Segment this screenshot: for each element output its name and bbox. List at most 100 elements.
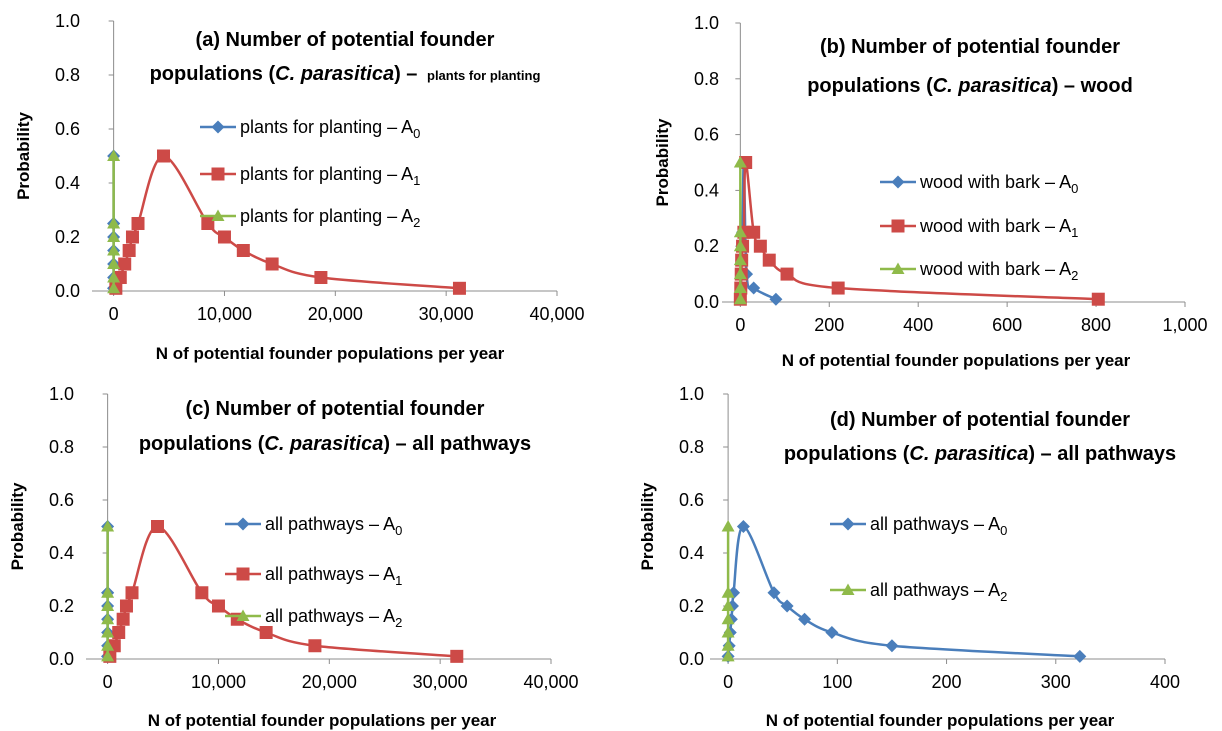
- series-line: [108, 525, 457, 658]
- data-point: [107, 257, 121, 269]
- chart-title-line-2: populations (C. parasitica) – all pathwa…: [139, 433, 531, 455]
- legend-name: all pathways – A: [265, 606, 395, 626]
- data-point: [107, 217, 121, 229]
- x-axis-label: N of potential founder populations per y…: [766, 711, 1115, 730]
- title-species: C. parasitica: [933, 75, 1052, 97]
- panel-d: 0.0 0.2 0.4 0.6 0.8 1.0 0 100 200 300 400 N of pote…: [638, 384, 1180, 730]
- data-point: [733, 267, 747, 280]
- data-point: [101, 639, 115, 651]
- data-point: [721, 520, 735, 532]
- legend-name: all pathways – A: [265, 514, 395, 534]
- legend-entry: all pathways – A0: [830, 514, 1007, 538]
- data-point: [157, 149, 171, 163]
- data-point: [101, 612, 115, 625]
- x-axis-label: N of potential founder populations per y…: [148, 711, 497, 730]
- series-2: [101, 520, 115, 662]
- legend-name: all pathways – A: [870, 580, 1000, 600]
- legend-label: plants for planting – A0: [240, 117, 420, 141]
- legend-entry: wood with bark – A0: [880, 172, 1078, 196]
- data-point: [721, 599, 735, 611]
- legend-label: all pathways – A2: [870, 580, 1007, 604]
- x-tick-label: 30,000: [419, 304, 474, 324]
- title-species: C. parasitica: [275, 63, 394, 85]
- data-point: [780, 267, 794, 281]
- data-point: [733, 239, 747, 252]
- data-point: [107, 244, 121, 256]
- x-tick-label: 20,000: [308, 304, 363, 324]
- panel-b: 0.0 0.2 0.4 0.6 0.8 1.0 0 200 400 600 800 1,000 N of…: [653, 13, 1208, 370]
- title-text: ) –: [394, 63, 423, 85]
- data-point: [107, 149, 121, 161]
- title-text: ) – all pathways: [383, 433, 531, 455]
- panel-c: 0.0 0.2 0.4 0.6 0.8 1.0 0 10,000 20,000 30,000 40,…: [8, 384, 579, 730]
- legend-marker: [891, 219, 905, 233]
- data-point: [118, 257, 132, 271]
- y-axis-label: Probability: [8, 482, 27, 570]
- y-tick-label: 0.4: [679, 543, 704, 563]
- legend-marker: [891, 262, 905, 274]
- y-tick-label: 0.6: [679, 490, 704, 510]
- data-point: [825, 626, 839, 639]
- y-tick-label: 0.8: [679, 437, 704, 457]
- legend-subscript: 1: [1071, 225, 1078, 240]
- legend-subscript: 0: [1000, 523, 1007, 538]
- x-tick-label: 0: [723, 672, 733, 692]
- y-tick-label: 0.2: [679, 596, 704, 616]
- data-point: [721, 586, 735, 598]
- data-point: [798, 612, 812, 626]
- x-tick-label: 200: [932, 672, 962, 692]
- legend-name: plants for planting – A: [240, 117, 413, 137]
- data-point: [195, 586, 209, 600]
- data-point: [753, 239, 767, 253]
- legend-entry: plants for planting – A1: [200, 164, 420, 188]
- data-point: [762, 253, 776, 267]
- data-point: [747, 225, 761, 239]
- x-axis-label: N of potential founder populations per y…: [156, 344, 505, 363]
- x-tick-label: 300: [1041, 672, 1071, 692]
- legend-name: wood with bark – A: [919, 216, 1071, 236]
- data-point: [452, 281, 466, 295]
- x-tick-label: 600: [992, 315, 1022, 335]
- chart-title-line-1: (d) Number of potential founder: [830, 409, 1130, 431]
- x-tick-label: 40,000: [529, 304, 584, 324]
- series-2: [107, 149, 121, 294]
- data-point: [721, 649, 735, 662]
- x-tick-label: 800: [1081, 315, 1111, 335]
- x-tick-label: 30,000: [413, 672, 468, 692]
- data-point: [736, 520, 750, 533]
- chart-title-line-1: (a) Number of potential founder: [196, 29, 495, 51]
- legend-entry: plants for planting – A0: [200, 117, 420, 141]
- data-point: [131, 217, 145, 230]
- legend-entry: wood with bark – A1: [880, 216, 1078, 240]
- x-tick-label: 0: [109, 304, 119, 324]
- y-tick-label: 0.6: [49, 490, 74, 510]
- data-point: [201, 217, 215, 230]
- legend-subscript: 2: [413, 215, 420, 230]
- legend-entry: wood with bark – A2: [880, 259, 1078, 283]
- legend-name: plants for planting – A: [240, 164, 413, 184]
- title-text: ) – wood: [1052, 75, 1133, 97]
- x-tick-label: 10,000: [197, 304, 252, 324]
- legend-label: wood with bark – A2: [919, 259, 1078, 283]
- legend-label: all pathways – A2: [265, 606, 402, 630]
- y-axis-label: Probability: [14, 112, 33, 200]
- legend-name: plants for planting – A: [240, 206, 413, 226]
- legend-subscript: 0: [1071, 181, 1078, 196]
- data-point: [747, 281, 761, 295]
- data-point: [721, 612, 735, 625]
- data-point: [116, 612, 130, 626]
- legend-entry: all pathways – A0: [225, 514, 402, 538]
- y-tick-label: 0.4: [694, 180, 719, 200]
- x-tick-label: 0: [735, 315, 745, 335]
- y-tick-label: 1.0: [49, 384, 74, 404]
- data-point: [721, 626, 735, 638]
- data-point: [125, 586, 139, 600]
- legend-label: wood with bark – A1: [919, 216, 1078, 240]
- chart-title-line-2: populations (C. parasitica) – plants for…: [150, 63, 541, 85]
- y-tick-label: 0.2: [49, 596, 74, 616]
- data-point: [101, 599, 115, 611]
- data-point: [721, 639, 735, 651]
- legend-subscript: 2: [395, 615, 402, 630]
- legend-label: wood with bark – A0: [919, 172, 1078, 196]
